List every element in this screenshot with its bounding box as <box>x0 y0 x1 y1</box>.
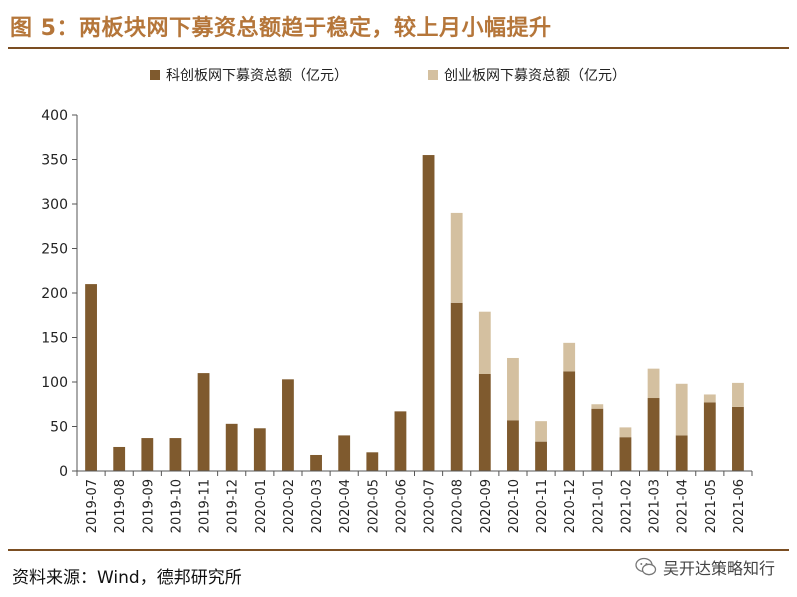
stacked-bar-chart: 科创板网下募资总额（亿元） 创业板网下募资总额（亿元） 0 50 100 150 200 2… <box>41 68 753 533</box>
y-tick-label: 0 <box>59 464 68 480</box>
legend-swatch <box>428 70 438 80</box>
x-tick-label: 2019-10 <box>169 479 184 533</box>
bar-cyb <box>478 311 491 374</box>
x-tick-label: 2020-11 <box>535 479 550 533</box>
x-tick-label: 2020-06 <box>394 479 409 533</box>
bar-cyb <box>591 404 604 409</box>
x-tick-label: 2021-04 <box>676 479 691 533</box>
x-tick-label: 2019-07 <box>85 479 100 533</box>
x-tick-label: 2020-10 <box>507 479 522 533</box>
bar-kcb <box>197 373 210 471</box>
bar-cyb <box>563 342 576 372</box>
bar-kcb <box>703 402 716 471</box>
watermark-text: 吴开达策略知行 <box>662 559 775 578</box>
footer-divider <box>8 549 789 551</box>
bar-cyb <box>535 421 547 442</box>
bar-cyb <box>507 357 519 421</box>
bar-kcb <box>422 155 435 472</box>
bar-kcb <box>338 435 351 471</box>
bar-cyb <box>703 394 716 403</box>
bar-cyb <box>619 427 632 438</box>
x-tick-label: 2020-08 <box>451 479 466 533</box>
bar-kcb <box>507 420 519 471</box>
source-note: 资料来源：Wind，德邦研究所 <box>12 568 242 588</box>
chart-legend: 科创板网下募资总额（亿元） 创业板网下募资总额（亿元） <box>150 68 626 84</box>
x-axis: 2019-07 2019-08 2019-09 2019-10 2019-11 2019-… <box>76 470 753 533</box>
y-tick-label: 200 <box>41 286 68 302</box>
x-tick-label: 2020-07 <box>423 479 438 533</box>
bar-cyb <box>675 383 688 436</box>
bar-kcb <box>732 406 744 471</box>
x-tick-label: 2020-01 <box>254 479 269 533</box>
x-tick-label: 2019-12 <box>226 479 241 533</box>
x-tick-label: 2021-05 <box>704 479 719 533</box>
y-tick-label: 400 <box>41 108 68 124</box>
bar-kcb <box>85 284 97 471</box>
x-tick-label: 2020-04 <box>338 479 353 533</box>
y-tick-label: 350 <box>41 153 68 169</box>
bar-cyb <box>647 368 660 399</box>
bar-kcb <box>141 438 154 471</box>
y-tick-label: 300 <box>41 197 68 213</box>
bar-kcb <box>535 441 547 471</box>
y-axis: 0 50 100 150 200 250 300 350 400 <box>41 108 78 480</box>
bar-kcb <box>478 373 491 471</box>
x-tick-label: 2021-06 <box>732 479 747 533</box>
x-tick-label: 2020-03 <box>310 479 325 533</box>
legend-label: 创业板网下募资总额（亿元） <box>444 68 626 84</box>
legend-swatch <box>150 70 160 80</box>
bar-kcb <box>225 423 238 471</box>
page-title: 图 5：两板块网下募资总额趋于稳定，较上月小幅提升 <box>10 16 552 41</box>
bar-kcb <box>591 408 604 471</box>
y-tick-label: 100 <box>41 375 68 391</box>
bar-kcb <box>619 437 632 471</box>
x-tick-label: 2020-05 <box>366 479 381 533</box>
bar-kcb <box>394 411 407 471</box>
bar-kcb <box>675 435 688 471</box>
legend-label: 科创板网下募资总额（亿元） <box>166 68 348 84</box>
bar-kcb <box>169 438 182 471</box>
bar-kcb <box>366 452 379 471</box>
bar-kcb <box>450 302 463 471</box>
bar-kcb <box>310 454 322 471</box>
bar-kcb <box>563 371 576 471</box>
title-divider <box>8 47 789 49</box>
y-tick-label: 50 <box>50 420 68 436</box>
bar-kcb <box>113 446 126 471</box>
bar-kcb <box>253 428 266 471</box>
x-tick-label: 2021-02 <box>619 479 634 533</box>
bar-kcb <box>282 379 294 471</box>
y-tick-label: 250 <box>41 242 68 258</box>
x-tick-label: 2019-11 <box>198 479 213 533</box>
x-tick-label: 2019-08 <box>113 479 128 533</box>
x-tick-label: 2019-09 <box>141 479 156 533</box>
bars-group <box>85 155 744 472</box>
bar-cyb <box>732 382 744 407</box>
bar-kcb <box>647 398 660 471</box>
x-tick-label: 2020-09 <box>479 479 494 533</box>
x-tick-label: 2021-01 <box>591 479 606 533</box>
y-tick-label: 150 <box>41 331 68 347</box>
wechat-icon <box>635 557 657 576</box>
bar-cyb <box>450 212 463 303</box>
x-tick-label: 2021-03 <box>648 479 663 533</box>
x-tick-label: 2020-02 <box>282 479 297 533</box>
watermark: 吴开达策略知行 <box>635 555 775 579</box>
x-tick-label: 2020-12 <box>563 479 578 533</box>
